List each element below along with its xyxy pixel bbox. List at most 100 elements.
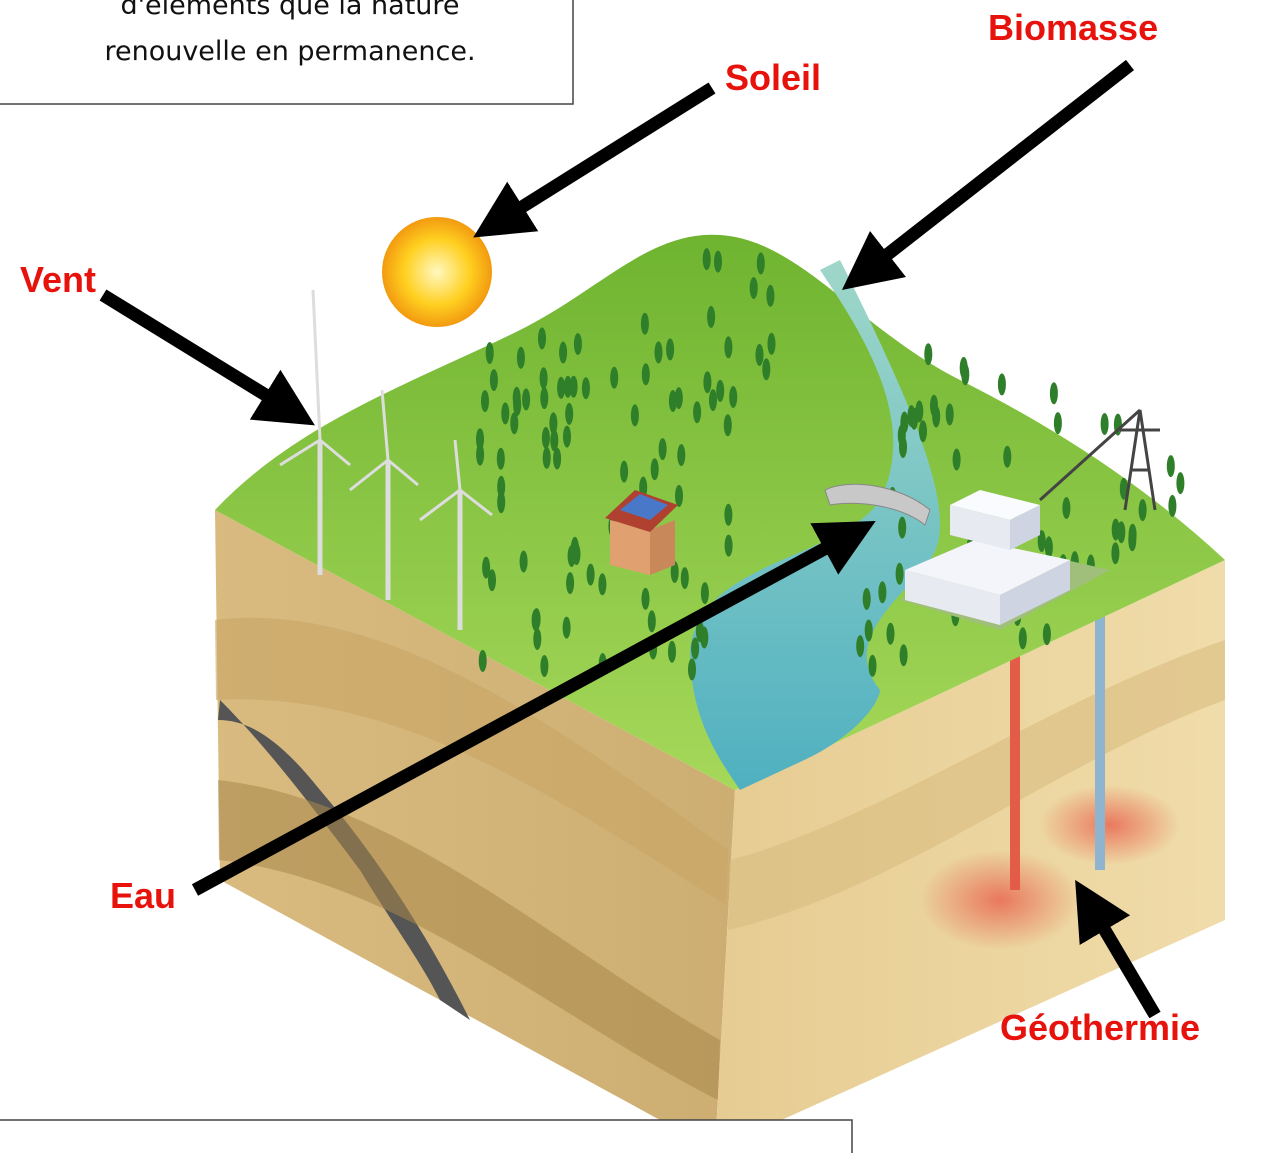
tree	[724, 414, 732, 436]
tree	[1062, 497, 1070, 519]
tree	[642, 363, 650, 385]
tree	[919, 420, 927, 442]
tree	[666, 338, 674, 360]
tree	[709, 389, 717, 411]
tree	[1019, 627, 1027, 649]
tree	[557, 377, 565, 399]
tree	[768, 333, 776, 355]
tree	[517, 347, 525, 369]
label-vent: Vent	[20, 259, 96, 300]
tree	[1043, 623, 1051, 645]
tree	[1111, 542, 1119, 564]
tree	[878, 581, 886, 603]
tree	[497, 476, 505, 498]
tree	[915, 400, 923, 422]
tree	[642, 588, 650, 610]
tree	[571, 537, 579, 559]
tree	[479, 650, 487, 672]
tree	[543, 447, 551, 469]
tree	[542, 427, 550, 449]
sun	[382, 217, 492, 327]
tree	[582, 377, 590, 399]
bottom-box	[0, 1120, 852, 1153]
tree	[1139, 499, 1147, 521]
tree	[566, 572, 574, 594]
tree	[907, 405, 915, 427]
tree	[946, 403, 954, 425]
tree	[856, 635, 864, 657]
tree	[520, 551, 528, 573]
label-geothermie: Géothermie	[1000, 1007, 1200, 1048]
tree	[563, 617, 571, 639]
heat-zone	[1040, 785, 1180, 865]
tree	[703, 371, 711, 393]
tree	[540, 367, 548, 389]
tree	[1050, 382, 1058, 404]
label-biomasse: Biomasse	[988, 7, 1158, 48]
tree	[481, 390, 489, 412]
tree	[675, 485, 683, 507]
tree	[641, 313, 649, 335]
tree	[691, 638, 699, 660]
tree	[651, 458, 659, 480]
tree	[729, 386, 737, 408]
tree	[1168, 495, 1176, 517]
tree	[961, 363, 969, 385]
tree	[869, 655, 877, 677]
diagram: d'éléments que la nature renouvelle en p…	[0, 0, 1280, 1153]
tree	[675, 387, 683, 409]
tree	[896, 563, 904, 585]
tree	[522, 388, 530, 410]
tree	[497, 448, 505, 470]
tree	[598, 573, 606, 595]
tree	[631, 404, 639, 426]
tree	[701, 582, 709, 604]
intro-line: d'éléments que la nature	[120, 0, 459, 21]
tree	[932, 406, 940, 428]
tree	[703, 248, 711, 270]
tree	[863, 588, 871, 610]
tree	[677, 444, 685, 466]
tree	[707, 306, 715, 328]
tree	[750, 277, 758, 299]
tree	[898, 517, 906, 539]
tree	[716, 380, 724, 402]
tree	[1176, 472, 1184, 494]
tree	[620, 461, 628, 483]
tree	[953, 449, 961, 471]
tree	[648, 610, 656, 632]
tree	[533, 628, 541, 650]
tree	[486, 342, 494, 364]
tree	[668, 641, 676, 663]
tree	[1101, 413, 1109, 435]
tree	[688, 658, 696, 680]
tree	[655, 341, 663, 363]
tree	[490, 369, 498, 391]
label-eau: Eau	[110, 875, 176, 916]
tree	[899, 436, 907, 458]
cold-pipe	[1095, 600, 1105, 870]
tree	[756, 344, 764, 366]
tree	[574, 333, 582, 355]
tree	[887, 623, 895, 645]
tree	[865, 620, 873, 642]
tree	[559, 342, 567, 364]
tree	[659, 438, 667, 460]
tree	[476, 428, 484, 450]
tree	[570, 376, 578, 398]
tree	[714, 251, 722, 273]
tree	[766, 285, 774, 307]
tree	[725, 535, 733, 557]
tree	[724, 336, 732, 358]
tree	[610, 367, 618, 389]
heat-zone	[920, 850, 1080, 950]
tree	[550, 429, 558, 451]
tree	[1128, 529, 1136, 551]
tree	[540, 655, 548, 677]
tree	[565, 403, 573, 425]
tree	[998, 373, 1006, 395]
tree	[757, 252, 765, 274]
intro-line: renouvelle en permanence.	[104, 36, 475, 67]
tree	[538, 327, 546, 349]
tree	[540, 387, 548, 409]
